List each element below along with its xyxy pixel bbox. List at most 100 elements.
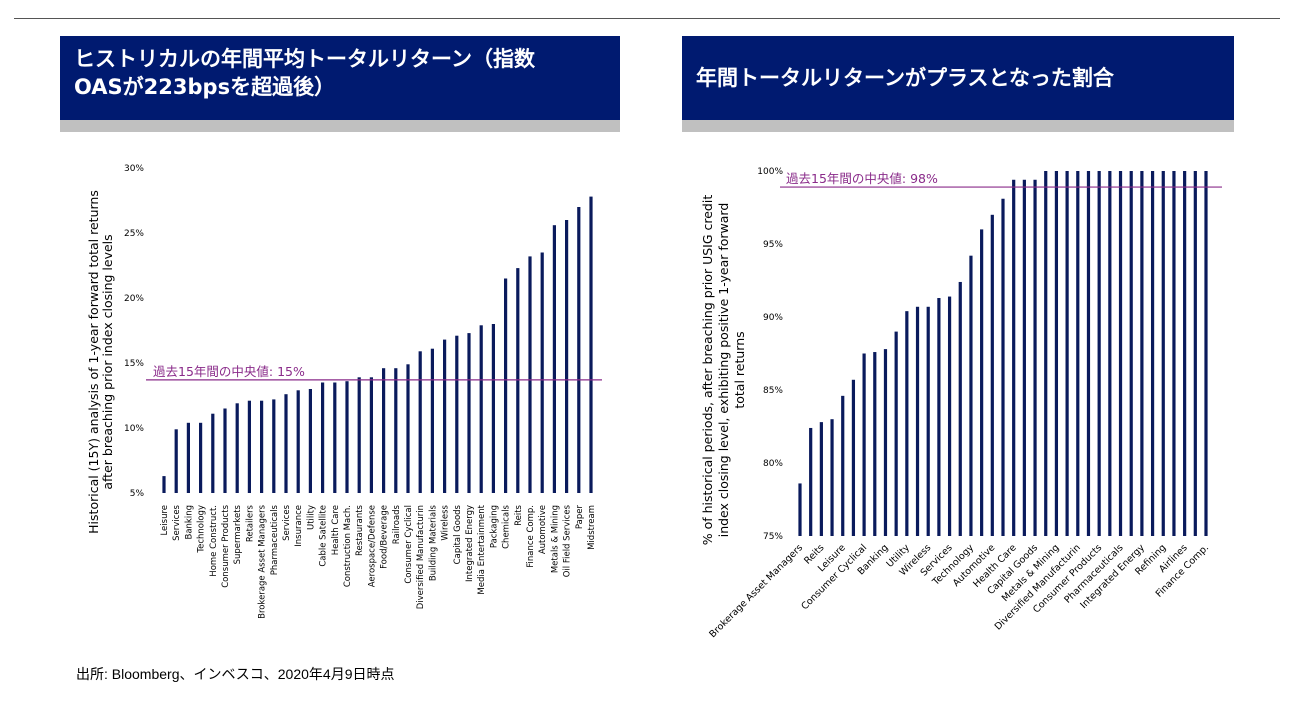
left-bar bbox=[467, 333, 471, 493]
left-category-label: Consumer Cyclical bbox=[404, 505, 414, 584]
left-bar-chart: 5% 10% 15% 20% 25% 30% Historical (15Y) analys… bbox=[86, 164, 602, 619]
left-title-line2: OASが223bpsを超過後） bbox=[74, 75, 336, 99]
left-category-label: Utility bbox=[306, 505, 316, 530]
right-category-label: Brokerage Asset Managers bbox=[707, 542, 805, 640]
left-bar bbox=[186, 422, 190, 493]
right-bar bbox=[1001, 198, 1005, 537]
right-bar bbox=[990, 214, 994, 537]
source-note: 出所: Bloomberg、インベスコ、2020年4月9日時点 bbox=[76, 666, 395, 682]
left-category-label: Automotive bbox=[538, 505, 548, 554]
right-y-tick-label: 100% bbox=[757, 167, 783, 177]
right-bar bbox=[947, 296, 952, 536]
left-bar bbox=[211, 413, 215, 493]
left-category-label: Midstream bbox=[587, 505, 597, 550]
left-y-tick-label: 20% bbox=[124, 294, 144, 304]
right-bar bbox=[883, 349, 888, 536]
left-bar bbox=[247, 400, 251, 493]
left-bar bbox=[540, 252, 544, 493]
right-bar bbox=[915, 306, 920, 536]
right-bar bbox=[798, 483, 802, 536]
right-chart-title-banner: 年間トータルリターンがプラスとなった割合 bbox=[682, 36, 1234, 120]
left-bar bbox=[284, 394, 288, 493]
right-bar bbox=[1022, 179, 1026, 536]
left-y-tick-label: 5% bbox=[130, 489, 145, 499]
left-bar bbox=[552, 225, 556, 493]
left-bar bbox=[504, 278, 508, 493]
right-bar bbox=[905, 311, 909, 536]
left-bar bbox=[382, 368, 386, 493]
right-title: 年間トータルリターンがプラスとなった割合 bbox=[696, 66, 1114, 90]
left-bar bbox=[516, 268, 520, 493]
right-bar bbox=[894, 331, 898, 536]
left-title-underband bbox=[60, 120, 620, 132]
left-bar bbox=[235, 403, 239, 493]
left-category-label: Home Construct. bbox=[209, 505, 219, 577]
right-bar bbox=[1183, 171, 1187, 536]
right-bar bbox=[1012, 179, 1016, 536]
left-category-label: Diversified Manufacturin bbox=[416, 505, 426, 609]
right-bar bbox=[1033, 179, 1037, 536]
right-y-tick-label: 90% bbox=[763, 313, 783, 323]
left-category-label: Chemicals bbox=[502, 504, 512, 548]
right-y-axis-title: % of historical periods, after breaching… bbox=[700, 195, 715, 546]
right-bar bbox=[1065, 171, 1069, 536]
left-category-label: Integrated Energy bbox=[465, 505, 475, 582]
right-bar bbox=[958, 281, 962, 536]
left-bar bbox=[394, 368, 398, 493]
left-category-label: Wireless bbox=[441, 504, 451, 540]
left-category-label: Railroads bbox=[392, 504, 402, 544]
left-category-label: Brokerage Asset Managers bbox=[258, 504, 268, 618]
left-category-label: Leisure bbox=[160, 505, 170, 536]
left-category-label: Oil Field Services bbox=[563, 504, 573, 577]
right-bar bbox=[937, 298, 941, 536]
left-bar bbox=[272, 399, 276, 493]
right-bar bbox=[1193, 171, 1197, 536]
left-category-label: Building Materials bbox=[428, 504, 438, 581]
left-y-axis-title: Historical (15Y) analysis of 1-year forw… bbox=[86, 190, 101, 534]
left-bar bbox=[479, 325, 483, 493]
left-bar bbox=[260, 400, 264, 493]
right-bar bbox=[1044, 171, 1048, 536]
left-y-tick-label: 25% bbox=[124, 229, 144, 239]
right-bar bbox=[819, 422, 823, 536]
top-rule bbox=[14, 18, 1280, 19]
left-bar bbox=[174, 429, 178, 493]
left-y-axis-title: after breaching prior index closing leve… bbox=[100, 234, 115, 489]
left-category-label: Consumer Products bbox=[221, 504, 231, 587]
left-category-label: Paper bbox=[575, 505, 585, 530]
right-bar-chart: 75% 80% 85% 90% 95% 100% % of historical perio… bbox=[700, 167, 1222, 640]
right-y-tick-label: 85% bbox=[763, 386, 783, 396]
left-bar bbox=[357, 377, 361, 493]
left-bar bbox=[333, 382, 337, 493]
left-category-label: Packaging bbox=[489, 505, 499, 548]
left-category-label: Construction Mach. bbox=[343, 505, 353, 587]
left-bar bbox=[369, 377, 373, 493]
left-category-label: Restaurants bbox=[355, 504, 365, 556]
left-bar bbox=[223, 408, 227, 493]
left-category-label: Health Care bbox=[331, 505, 341, 555]
left-title-line1: ヒストリカルの年間平均トータルリターン（指数 bbox=[74, 47, 535, 71]
left-bar bbox=[345, 381, 349, 493]
right-bar bbox=[1054, 171, 1059, 536]
right-bar bbox=[1161, 171, 1165, 536]
left-category-label: Pharmaceuticals bbox=[270, 504, 280, 575]
right-y-tick-label: 75% bbox=[763, 532, 783, 542]
left-category-label: Media Entertainment bbox=[477, 504, 487, 594]
right-title-underband bbox=[682, 120, 1234, 132]
left-bar bbox=[321, 382, 325, 493]
left-bar bbox=[528, 256, 532, 493]
left-category-label: Aerospace/Defense bbox=[367, 505, 377, 587]
right-bar bbox=[1086, 171, 1091, 536]
right-y-axis-title: total returns bbox=[732, 331, 747, 408]
left-bar bbox=[443, 339, 447, 493]
left-y-tick-label: 15% bbox=[124, 359, 144, 369]
right-y-tick-label: 95% bbox=[763, 240, 783, 250]
left-bar bbox=[406, 364, 410, 493]
left-category-label: Retailers bbox=[245, 504, 255, 542]
left-category-label: Food/Beverage bbox=[380, 505, 390, 569]
right-bar bbox=[1140, 171, 1144, 536]
left-bar bbox=[162, 476, 166, 493]
left-bar bbox=[565, 220, 569, 493]
right-bar bbox=[809, 427, 813, 536]
right-bar bbox=[830, 419, 834, 536]
